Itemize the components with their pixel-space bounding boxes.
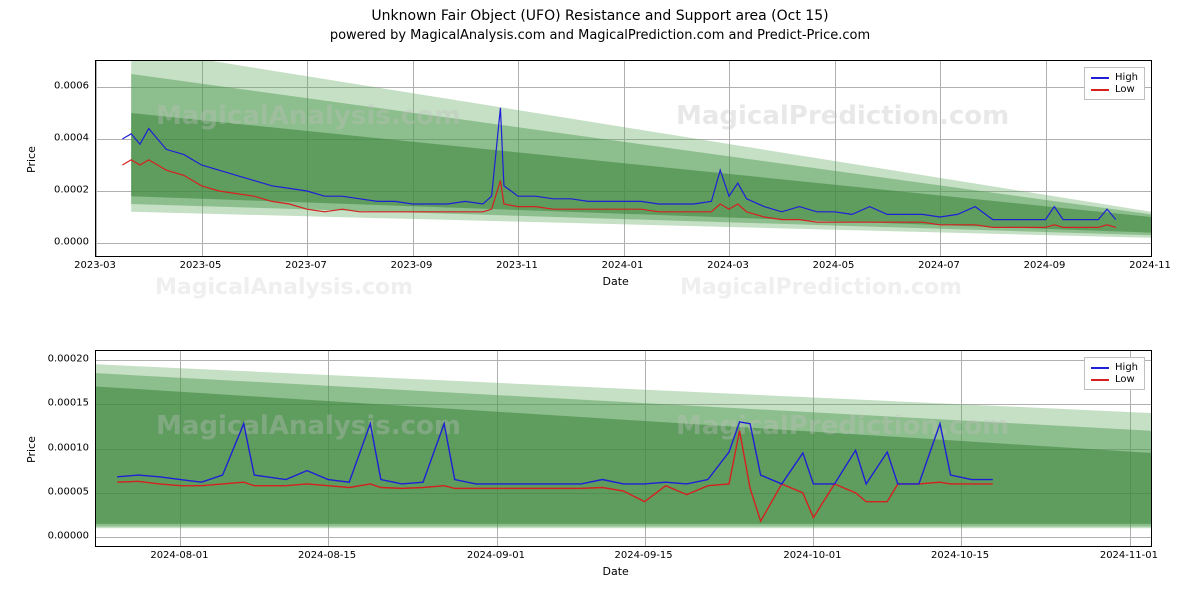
chart-subtitle: powered by MagicalAnalysis.com and Magic… — [0, 28, 1200, 43]
legend-swatch-high-2 — [1091, 367, 1109, 369]
legend-item-high: High — [1091, 72, 1138, 83]
legend-label-low-2: Low — [1115, 374, 1135, 385]
legend-item-high-2: High — [1091, 362, 1138, 373]
legend-label-high: High — [1115, 72, 1138, 83]
legend-label-low: Low — [1115, 84, 1135, 95]
legend-top: High Low — [1084, 67, 1145, 100]
legend-label-high-2: High — [1115, 362, 1138, 373]
chart-title: Unknown Fair Object (UFO) Resistance and… — [0, 0, 1200, 24]
xlabel-bottom: Date — [603, 565, 629, 578]
legend-item-low: Low — [1091, 84, 1138, 95]
watermark-analysis-below: MagicalAnalysis.com — [155, 275, 413, 300]
ylabel-bottom: Price — [25, 436, 38, 463]
legend-swatch-high — [1091, 77, 1109, 79]
legend-bottom: High Low — [1084, 357, 1145, 390]
xlabel-top: Date — [603, 275, 629, 288]
legend-swatch-low — [1091, 89, 1109, 91]
ylabel-top: Price — [25, 146, 38, 173]
legend-item-low-2: Low — [1091, 374, 1138, 385]
watermark-prediction-below: MagicalPrediction.com — [680, 275, 962, 300]
top-chart: MagicalAnalysis.com MagicalPrediction.co… — [95, 60, 1152, 257]
bottom-chart: MagicalAnalysis.com MagicalPrediction.co… — [95, 350, 1152, 547]
price-lines-bottom — [96, 351, 1151, 546]
price-lines-top — [96, 61, 1151, 256]
legend-swatch-low-2 — [1091, 379, 1109, 381]
